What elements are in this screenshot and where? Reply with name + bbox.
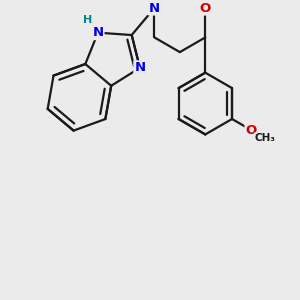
Text: O: O [200, 2, 211, 14]
Text: N: N [92, 26, 104, 39]
Text: N: N [149, 2, 160, 14]
Text: CH₃: CH₃ [255, 133, 276, 143]
Text: N: N [134, 61, 146, 74]
Text: O: O [245, 124, 257, 136]
Text: H: H [83, 15, 93, 25]
